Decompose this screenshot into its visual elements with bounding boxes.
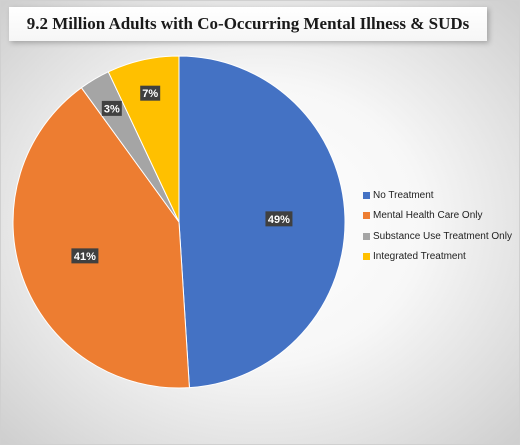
legend-label: Integrated Treatment <box>373 251 466 263</box>
data-label-text: 41% <box>74 251 96 263</box>
data-label-text: 49% <box>268 214 290 226</box>
data-label-box <box>71 248 99 264</box>
data-label-box <box>140 85 161 101</box>
legend-swatch <box>363 191 370 199</box>
legend-swatch <box>363 232 370 240</box>
legend-label: No Treatment <box>373 189 434 201</box>
legend-swatch <box>363 253 370 261</box>
data-label-box <box>101 100 122 116</box>
data-label-no-treatment: 49% <box>265 211 293 227</box>
data-label-integrated-treatment: 7% <box>140 85 161 101</box>
chart-title: 9.2 Million Adults with Co-Occurring Men… <box>26 14 470 33</box>
legend-item-mental-health-care-only: Mental Health Care Only <box>363 206 512 227</box>
legend-label: Substance Use Treatment Only <box>373 230 512 242</box>
data-label-mental-health-care-only: 41% <box>71 248 99 264</box>
pie-slice-mental-health-care-only <box>12 87 190 389</box>
data-label-box <box>265 211 293 227</box>
legend-swatch <box>363 212 370 220</box>
data-label-substance-use-treatment-only: 3% <box>101 100 122 116</box>
legend-label: Mental Health Care Only <box>373 210 483 222</box>
chart-title-box: 9.2 Million Adults with Co-Occurring Men… <box>9 7 487 41</box>
pie-slice-integrated-treatment <box>107 55 180 223</box>
pie-slice-no-treatment <box>178 55 346 389</box>
legend-item-substance-use-treatment-only: Substance Use Treatment Only <box>363 226 512 247</box>
legend-item-no-treatment: No Treatment <box>363 185 512 206</box>
data-labels: 49% 41% 3% 7% <box>71 85 293 264</box>
legend-item-integrated-treatment: Integrated Treatment <box>363 247 512 268</box>
data-label-text: 7% <box>142 88 158 100</box>
data-label-text: 3% <box>104 103 120 115</box>
pie-slices <box>12 55 346 389</box>
chart-legend: No Treatment Mental Health Care Only Subst… <box>363 185 512 267</box>
